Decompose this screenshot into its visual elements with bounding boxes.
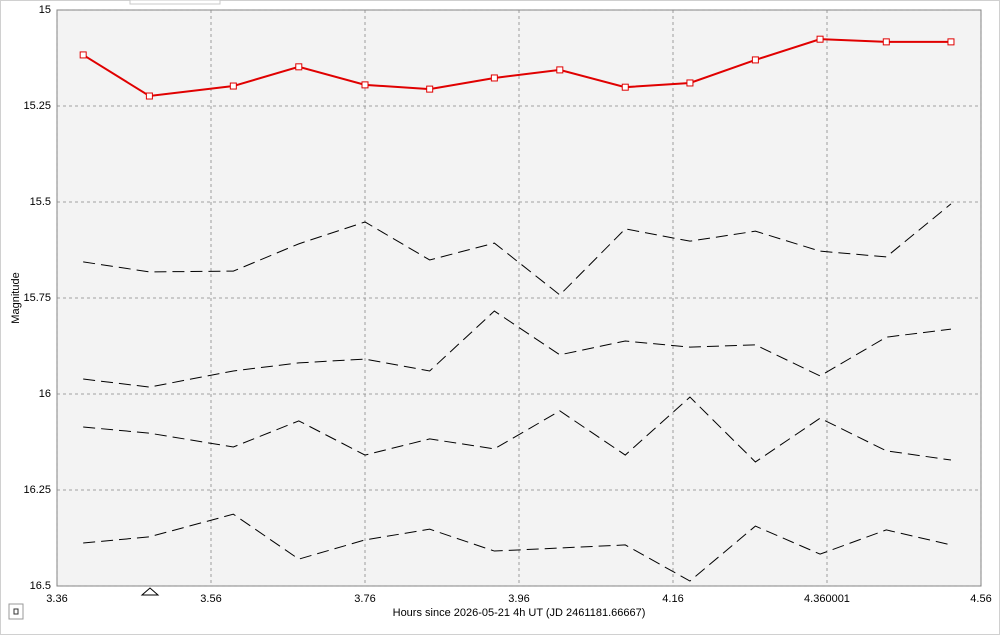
- point-marker: [229, 82, 237, 90]
- tab: [129, 0, 221, 5]
- y-tick-label: 16.25: [23, 484, 51, 496]
- series-line: [83, 513, 952, 582]
- x-tick-label: 3.76: [354, 593, 375, 605]
- point-marker: [947, 38, 955, 46]
- point-marker: [145, 92, 153, 100]
- x-tick-label: 3.56: [200, 593, 221, 605]
- point-marker: [686, 79, 694, 87]
- button-icon: [13, 608, 19, 615]
- y-axis-label: Magnitude: [10, 272, 22, 323]
- x-tick-label: 4.56: [970, 593, 991, 605]
- x-axis-label: Hours since 2026-05-21 4h UT (JD 2461181…: [393, 607, 646, 619]
- point-marker: [882, 38, 890, 46]
- point-marker: [621, 83, 629, 91]
- y-tick-label: 15.75: [23, 292, 51, 304]
- y-tick-label: 15: [39, 4, 51, 16]
- y-tick-label: 15.25: [23, 100, 51, 112]
- x-tick-label: 3.36: [46, 593, 67, 605]
- marker-triangle: [140, 587, 160, 596]
- x-tick-label: 3.96: [508, 593, 529, 605]
- y-tick-label: 16.5: [30, 580, 51, 592]
- y-tick-label: 16: [39, 388, 51, 400]
- button[interactable]: [8, 603, 24, 620]
- point-marker: [361, 81, 369, 89]
- series-line: [82, 38, 951, 98]
- point-marker: [816, 35, 824, 43]
- x-tick-label: 4.16: [662, 593, 683, 605]
- x-tick-label: 4.360001: [804, 593, 850, 605]
- point-marker: [295, 63, 303, 71]
- series-line: [83, 396, 952, 463]
- y-tick-label: 15.5: [30, 196, 51, 208]
- series-line: [83, 203, 952, 296]
- point-marker: [426, 85, 434, 93]
- point-marker: [79, 51, 87, 59]
- point-marker: [490, 74, 498, 82]
- point-marker: [751, 56, 759, 64]
- point-marker: [556, 66, 564, 74]
- series-line: [83, 310, 952, 388]
